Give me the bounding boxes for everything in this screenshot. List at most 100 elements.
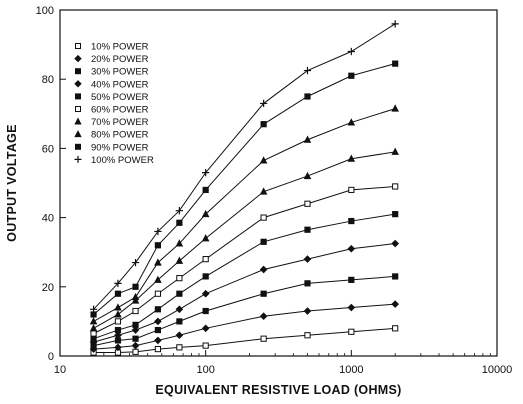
data-point — [348, 276, 355, 283]
y-axis-title: OUTPUT VOLTAGE — [5, 124, 19, 242]
data-point — [90, 330, 97, 337]
data-point — [132, 348, 139, 355]
legend-marker — [75, 68, 81, 75]
data-point — [201, 324, 210, 333]
series-line — [93, 108, 396, 322]
data-point — [175, 239, 184, 247]
data-point — [202, 273, 209, 280]
y-tick-label: 0 — [48, 351, 54, 363]
data-point — [348, 217, 355, 225]
data-point — [259, 265, 268, 274]
data-point — [175, 207, 184, 215]
legend-marker — [75, 93, 81, 100]
legend-marker — [74, 54, 82, 63]
legend-label: 20% POWER — [91, 54, 149, 65]
data-point — [348, 72, 355, 79]
series-50-pct-power — [90, 211, 399, 342]
data-point — [260, 214, 267, 221]
data-point — [260, 335, 267, 342]
series-line — [93, 275, 396, 347]
data-point — [154, 275, 162, 283]
y-axis-ticks: 0 20 40 60 80 100 — [36, 5, 66, 363]
legend-marker — [74, 130, 82, 138]
data-point — [391, 239, 399, 248]
data-point — [391, 104, 399, 112]
plot-frame — [59, 9, 498, 357]
data-point — [114, 343, 122, 352]
data-point — [132, 283, 139, 290]
series-20-pct-power — [89, 300, 399, 353]
legend-label: 60% POWER — [91, 105, 149, 116]
data-point — [202, 168, 210, 177]
legend-marker — [75, 143, 81, 150]
data-point — [154, 326, 162, 334]
data-point — [202, 186, 209, 194]
x-axis-ticks: 10 100 1000 10000 — [54, 350, 512, 376]
data-point — [175, 256, 184, 264]
data-point — [201, 289, 210, 298]
data-point — [304, 226, 311, 233]
y-tick-label: 80 — [42, 74, 54, 86]
data-point — [304, 93, 311, 100]
data-point — [392, 325, 399, 332]
data-point — [176, 219, 183, 226]
data-point — [303, 171, 312, 180]
data-point — [131, 258, 140, 267]
data-point — [114, 303, 122, 311]
data-point — [114, 331, 122, 340]
data-point — [391, 300, 399, 308]
legend-marker — [74, 80, 82, 88]
legend-label: 10% POWER — [91, 42, 149, 53]
data-point — [89, 324, 98, 332]
series-40-pct-power — [89, 239, 399, 346]
series-line — [93, 243, 396, 343]
data-point — [348, 328, 355, 335]
data-point — [175, 331, 184, 340]
data-point — [347, 154, 356, 162]
series-60-pct-power — [90, 183, 399, 337]
data-point — [131, 292, 140, 301]
data-point — [260, 121, 267, 128]
x-tick-label: 100 — [196, 364, 214, 376]
data-point — [347, 244, 356, 253]
data-point — [114, 290, 122, 297]
legend-label: 90% POWER — [91, 142, 149, 153]
data-point — [114, 279, 122, 287]
data-point — [154, 242, 162, 249]
data-point — [347, 47, 355, 56]
x-axis-title: EQUIVALENT RESISTIVE LOAD (OHMS) — [155, 383, 401, 397]
data-point — [131, 296, 140, 304]
series-30-pct-power — [90, 273, 399, 349]
data-point — [304, 200, 311, 207]
data-point — [201, 234, 210, 242]
series-line — [93, 327, 396, 354]
data-point — [154, 345, 162, 353]
data-point — [114, 326, 122, 334]
data-point — [260, 238, 267, 245]
x-tick-label: 10000 — [482, 364, 513, 376]
data-point — [154, 227, 162, 236]
data-point — [132, 321, 139, 328]
data-point — [89, 317, 98, 325]
data-point — [392, 273, 399, 280]
data-point — [131, 326, 140, 334]
series-layer — [89, 20, 399, 356]
legend-marker — [74, 155, 82, 163]
data-point — [392, 60, 399, 67]
data-point — [132, 307, 139, 315]
data-point — [303, 307, 312, 315]
data-point — [348, 186, 355, 194]
legend-label: 100% POWER — [91, 155, 154, 166]
data-point — [175, 305, 184, 314]
data-point — [304, 332, 311, 339]
data-point — [392, 211, 399, 218]
x-tick-label: 10 — [54, 364, 66, 376]
data-point — [260, 290, 267, 297]
data-point — [347, 303, 356, 312]
y-tick-label: 100 — [36, 5, 54, 17]
series-100-pct-power — [89, 20, 399, 313]
data-point — [391, 20, 399, 28]
legend-marker — [74, 117, 82, 125]
data-point — [114, 318, 122, 325]
data-point — [347, 118, 356, 126]
